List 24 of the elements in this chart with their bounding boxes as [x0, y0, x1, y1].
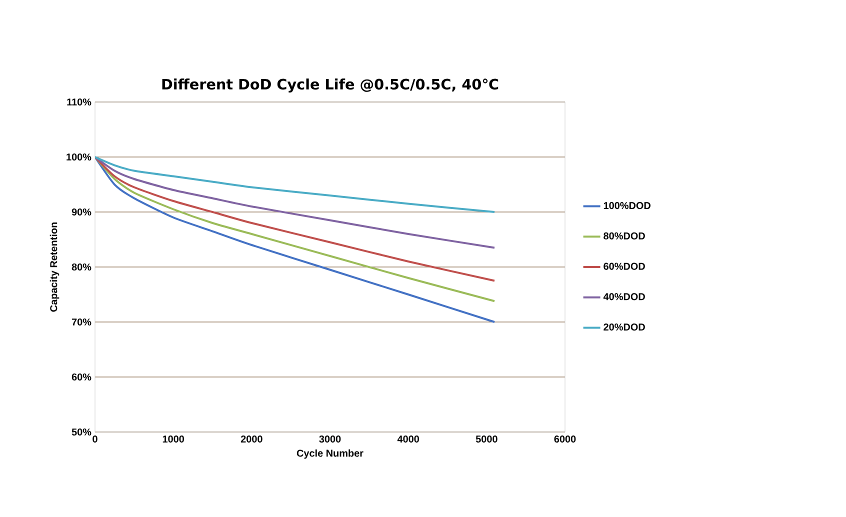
- y-tick-label: 60%: [72, 373, 92, 381]
- x-tick-label: 4000: [397, 436, 420, 443]
- x-tick-label: 2000: [240, 436, 262, 443]
- legend-label: 40%DOD: [603, 293, 645, 300]
- line-series: [95, 156, 496, 249]
- y-tick-label: 110%: [67, 98, 92, 106]
- y-tick-label: 80%: [72, 263, 92, 271]
- y-tick-label: 70%: [72, 318, 92, 326]
- x-tick-label: 0: [92, 436, 98, 443]
- chart-title: Different DoD Cycle Life @0.5C/0.5C, 40℃: [162, 78, 498, 93]
- x-tick-label: 3000: [319, 436, 341, 443]
- y-tick-label: 90%: [72, 208, 92, 216]
- x-axis-title: Cycle Number: [296, 449, 364, 459]
- legend-label: 100%DOD: [604, 202, 650, 210]
- x-tick-label: 1000: [162, 436, 184, 443]
- legend-label: 20%DOD: [604, 324, 645, 331]
- x-tick-label: 6000: [554, 436, 576, 443]
- y-axis-title: Capacity Retention: [50, 222, 60, 312]
- legend-label: 60%DOD: [604, 262, 645, 270]
- y-tick-label: 100%: [66, 153, 92, 161]
- line-series: [95, 156, 496, 213]
- x-tick-label: 5000: [476, 436, 498, 443]
- legend-label: 80%DOD: [604, 232, 645, 240]
- y-tick-label: 50%: [72, 428, 92, 436]
